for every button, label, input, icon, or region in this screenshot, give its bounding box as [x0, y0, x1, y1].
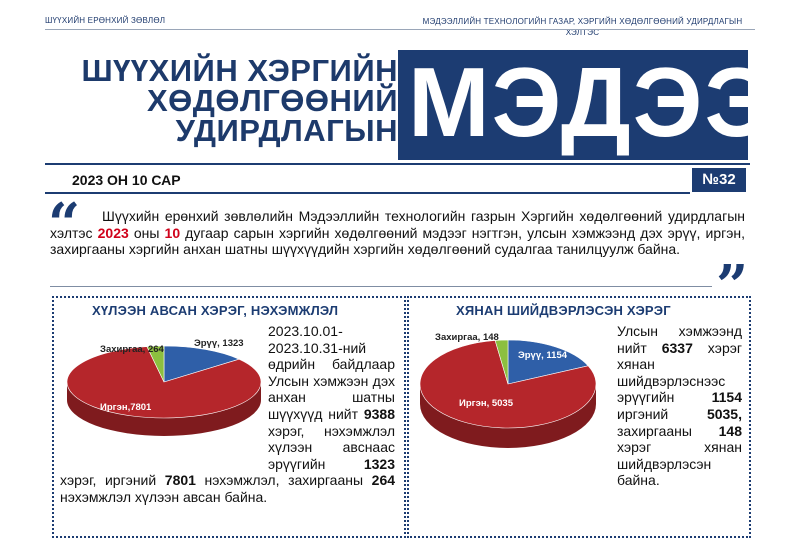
masthead-line2: ХӨДӨЛГӨӨНИЙ: [147, 83, 398, 118]
resolved-criminal: 1154: [711, 389, 742, 406]
received-civil: 7801: [164, 472, 196, 489]
department-label-line2: ХЭЛТЭС: [565, 28, 600, 37]
pie-label-Иргэн: Иргэн, 5035: [459, 398, 514, 409]
resolved-civil: 5035,: [706, 405, 742, 422]
received-text-e: нэхэмжлэл хүлээн авсан байна.: [60, 488, 268, 505]
masthead-line3: УДИРДЛАГЫН: [175, 113, 398, 148]
intro-paragraph: Шүүхийн ерөнхий зөвлөлийн Мэдээллийн тех…: [50, 208, 745, 258]
masthead-line1: ШҮҮХИЙН ХЭРГИЙН: [81, 53, 398, 88]
resolved-total: 6337: [661, 339, 693, 356]
pie-label-Эрүү: Эрүү, 1154: [518, 350, 568, 361]
masthead-rule: [45, 163, 750, 165]
resolved-panel-title: ХЯНАН ШИЙДВЭРЛЭСЭН ХЭРЭГ: [456, 303, 671, 318]
received-total: 9388: [363, 405, 395, 422]
received-text-d: нэхэмжлэл, захиргааны: [195, 472, 372, 489]
masthead-box: МЭДЭЭ: [398, 50, 774, 160]
received-paragraph: 2023.10.01-2023.10.31-ний өдрийн байдлаа…: [60, 323, 395, 528]
pie-slice-Эрүү: [507, 339, 589, 385]
received-intro: 2023.10.01-2023.10.31-ний өдрийн байдлаа…: [268, 323, 395, 422]
pie-slice-Иргэн: [66, 346, 262, 419]
masthead-title: МЭДЭЭ: [408, 47, 777, 157]
date-rule: [45, 192, 690, 194]
resolved-text-d: захиргааны: [617, 422, 719, 439]
open-quote-icon: “: [48, 191, 81, 257]
resolved-paragraph: Улсын хэмжээнд нийт 6337 хэрэг хянан ший…: [412, 323, 742, 528]
council-label: ШҮҮХИЙН ЕРӨНХИЙ ЗӨВЛӨЛ: [45, 16, 166, 25]
intro-text-1: Шүүхийн ерөнхий зөвлөлийн Мэдээллийн тех…: [50, 208, 745, 241]
intro-text-2: оны: [128, 224, 165, 241]
department-label-line1: МЭДЭЭЛЛИЙН ТЕХНОЛОГИЙН ГАЗАР, ХЭРГИЙН ХӨ…: [422, 17, 743, 26]
received-text-b: хэрэг, нэхэмжлэл хүлээн авснаас эрүүгийн: [268, 422, 395, 472]
pie-label-Эрүү: Эрүү, 1323: [194, 338, 244, 349]
intro-rule: [50, 286, 712, 287]
received-panel: [52, 296, 406, 538]
intro-text-3: дугаар сарын хэргийн хөдөлгөөний мэдээг …: [50, 224, 746, 258]
department-label: МЭДЭЭЛЛИЙН ТЕХНОЛОГИЙН ГАЗАР, ХЭРГИЙН ХӨ…: [410, 16, 755, 38]
resolved-text-e: хэрэг хянан шийдвэрлэсэн байна.: [617, 439, 742, 489]
received-criminal: 1323: [363, 455, 395, 472]
close-quote-icon: ”: [716, 253, 749, 319]
issue-date: 2023 ОН 10 САР: [72, 172, 181, 188]
pie-label-Иргэн: Иргэн,7801: [100, 402, 152, 413]
issue-number: №32: [692, 168, 746, 192]
intro-month: 10: [164, 224, 181, 241]
resolved-admin: 148: [718, 422, 742, 439]
pie-label-Захиргаа: Захиргаа, 148: [435, 332, 499, 343]
resolved-pie-chart: Эрүү, 1154 Иргэн, 5035 Захиргаа, 148: [419, 332, 597, 448]
pie-side-Иргэн: [420, 384, 596, 448]
resolved-text-c: иргэний: [617, 405, 707, 422]
resolved-panel: [407, 296, 751, 538]
pie-slice-Эрүү: [163, 345, 240, 383]
header-divider: [45, 29, 755, 30]
received-text-c: хэрэг, иргэний: [60, 472, 165, 489]
resolved-intro: Улсын хэмжээнд нийт: [617, 323, 742, 356]
masthead-subtitle: ШҮҮХИЙН ХЭРГИЙН ХӨДӨЛГӨӨНИЙ УДИРДЛАГЫН: [60, 53, 398, 148]
received-admin: 264: [371, 472, 395, 489]
pie-slice-Иргэн: [419, 340, 597, 429]
resolved-text-b: хэрэг хянан шийдвэрлэснээс эрүүгийн: [617, 339, 742, 406]
pie-label-Захиргаа: Захиргаа, 264: [100, 344, 165, 355]
pie-slice-Захиргаа: [494, 339, 509, 385]
received-pie-chart: Эрүү, 1323 Иргэн,7801 Захиргаа, 264: [66, 338, 262, 436]
received-panel-title: ХҮЛЭЭН АВСАН ХЭРЭГ, НЭХЭМЖЛЭЛ: [92, 303, 339, 318]
pie-slice-Захиргаа: [146, 345, 165, 383]
pie-side-Иргэн: [67, 382, 261, 436]
intro-year: 2023: [97, 224, 129, 241]
